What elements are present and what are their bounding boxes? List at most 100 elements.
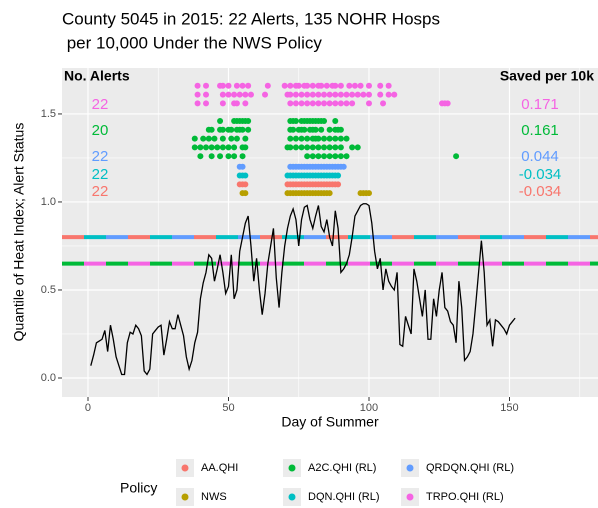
alert-dot bbox=[228, 126, 235, 133]
alert-dot bbox=[242, 144, 249, 151]
alert-dot bbox=[326, 91, 333, 98]
alert-dot bbox=[231, 153, 238, 160]
alert-dot bbox=[281, 82, 288, 89]
alerts-count: 22 bbox=[92, 183, 109, 200]
saved-value: -0.034 bbox=[519, 166, 562, 183]
alert-dot bbox=[332, 91, 339, 98]
alert-dot bbox=[301, 126, 308, 133]
alert-dot bbox=[332, 100, 339, 107]
alert-dot bbox=[200, 135, 207, 142]
alert-dot bbox=[309, 144, 316, 151]
legend-key bbox=[406, 464, 414, 472]
alert-dot bbox=[337, 135, 344, 142]
alert-dot bbox=[332, 82, 339, 89]
alert-dot bbox=[247, 91, 254, 98]
chart-subtitle: per 10,000 Under the NWS Policy bbox=[62, 33, 322, 52]
alert-dot bbox=[453, 153, 460, 160]
alert-dot bbox=[292, 91, 299, 98]
x-tick-label: 100 bbox=[360, 402, 378, 414]
alert-dot bbox=[203, 100, 210, 107]
legend-label: NWS bbox=[201, 491, 227, 503]
alert-dot bbox=[219, 144, 226, 151]
alert-dot bbox=[377, 82, 384, 89]
alert-dot bbox=[287, 91, 294, 98]
alert-dot bbox=[245, 82, 252, 89]
alert-dot bbox=[290, 126, 297, 133]
legend-key bbox=[181, 464, 189, 472]
saved-value: -0.034 bbox=[519, 183, 562, 200]
alerts-count: 22 bbox=[92, 96, 109, 113]
alert-dot bbox=[321, 100, 328, 107]
alert-dot bbox=[264, 82, 271, 89]
alert-dot bbox=[315, 91, 322, 98]
alert-dot bbox=[239, 82, 246, 89]
alert-dot bbox=[335, 181, 342, 188]
alert-dot bbox=[332, 144, 339, 151]
alert-dot bbox=[214, 144, 221, 151]
alert-dot bbox=[332, 153, 339, 160]
alert-dot bbox=[298, 100, 305, 107]
alert-dot bbox=[242, 172, 249, 179]
alert-dot bbox=[262, 91, 269, 98]
alerts-count: 20 bbox=[92, 122, 109, 139]
y-tick-label: 0.5 bbox=[41, 284, 56, 296]
alert-dot bbox=[349, 144, 356, 151]
alert-dot bbox=[326, 126, 333, 133]
alert-dot bbox=[304, 91, 311, 98]
alert-dot bbox=[194, 91, 201, 98]
legend-label: TRPO.QHI (RL) bbox=[426, 491, 504, 503]
alert-dot bbox=[321, 117, 328, 124]
alert-dot bbox=[208, 126, 215, 133]
alert-dot bbox=[309, 100, 316, 107]
alert-dot bbox=[318, 126, 325, 133]
alert-dot bbox=[292, 144, 299, 151]
alert-dot bbox=[315, 100, 322, 107]
alert-dot bbox=[287, 135, 294, 142]
alert-dot bbox=[349, 100, 356, 107]
alert-dot bbox=[326, 153, 333, 160]
alert-dot bbox=[242, 181, 249, 188]
alert-dot bbox=[208, 144, 215, 151]
alert-dot bbox=[287, 100, 294, 107]
alert-dot bbox=[292, 135, 299, 142]
alert-dot bbox=[323, 82, 330, 89]
legend-label: A2C.QHI (RL) bbox=[308, 462, 376, 474]
alert-dot bbox=[219, 135, 226, 142]
alert-dot bbox=[332, 117, 339, 124]
alert-dot bbox=[391, 91, 398, 98]
alert-dot bbox=[365, 190, 372, 197]
alert-dot bbox=[236, 91, 243, 98]
alert-dot bbox=[321, 135, 328, 142]
alert-dot bbox=[365, 82, 372, 89]
alert-dot bbox=[337, 82, 344, 89]
legend-label: AA.QHI bbox=[201, 462, 238, 474]
alert-dot bbox=[292, 117, 299, 124]
alert-dot bbox=[321, 91, 328, 98]
alert-dot bbox=[225, 153, 232, 160]
x-tick-label: 0 bbox=[85, 402, 91, 414]
alert-dot bbox=[354, 91, 361, 98]
alert-dot bbox=[304, 153, 311, 160]
alert-dot bbox=[385, 82, 392, 89]
alert-dot bbox=[354, 144, 361, 151]
alert-dot bbox=[197, 153, 204, 160]
alert-dot bbox=[239, 126, 246, 133]
alert-dot bbox=[346, 82, 353, 89]
alert-dot bbox=[340, 163, 347, 170]
saved-header: Saved per 10k bbox=[500, 68, 594, 84]
legend-key bbox=[288, 493, 296, 501]
alert-dot bbox=[217, 117, 224, 124]
alert-dot bbox=[304, 135, 311, 142]
alert-dot bbox=[357, 82, 364, 89]
heat-index-line bbox=[90, 203, 516, 376]
saved-value: 0.171 bbox=[521, 96, 559, 113]
alert-dot bbox=[242, 100, 249, 107]
alert-dot bbox=[208, 153, 215, 160]
alert-dot bbox=[245, 126, 252, 133]
x-axis-label: Day of Summer bbox=[281, 414, 379, 430]
grid: 0 50 100 150 0.0 0.5 1.0 1.5 bbox=[41, 68, 598, 414]
alert-dot bbox=[239, 163, 246, 170]
alert-dot bbox=[312, 126, 319, 133]
alerts-count: 22 bbox=[92, 166, 109, 183]
